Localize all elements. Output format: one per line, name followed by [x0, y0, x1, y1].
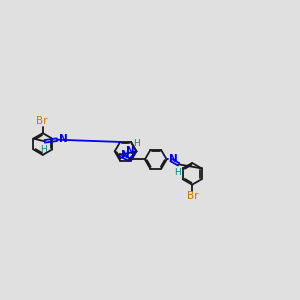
Text: N: N [122, 150, 130, 160]
Text: N: N [58, 134, 68, 144]
Text: H: H [133, 139, 140, 148]
Text: N: N [169, 154, 178, 164]
Text: Br: Br [37, 116, 48, 126]
Text: H: H [40, 145, 46, 154]
Text: H: H [174, 168, 181, 177]
Text: N: N [126, 146, 134, 156]
Text: Br: Br [187, 191, 198, 202]
